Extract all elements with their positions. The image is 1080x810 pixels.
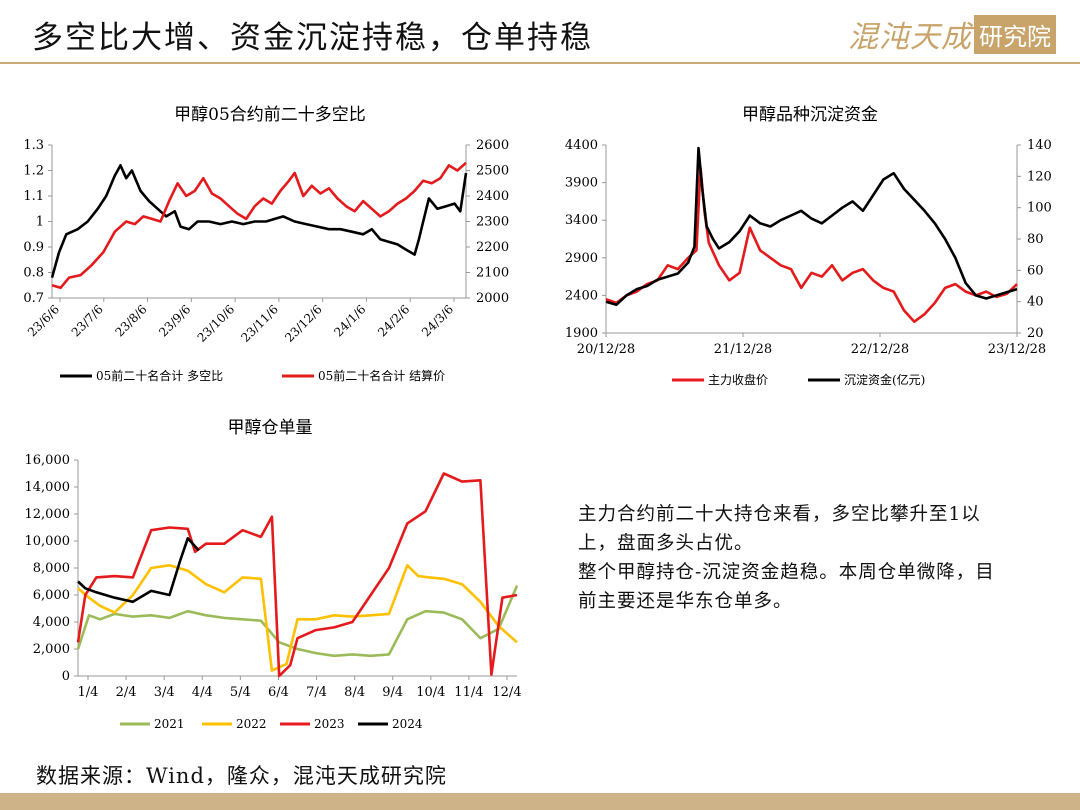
chart-title: 甲醇05合约前二十多空比 <box>174 105 366 125</box>
y-right-tick-label: 2600 <box>476 138 509 153</box>
chart-sediment-funds: 甲醇品种沉淀资金 1900 2400 2900 3400 3900 4400 20 40 60 80… <box>540 90 1080 400</box>
chart-long-short-ratio: 甲醇05合约前二十多空比 0.7 0.8 0.9 1 1.1 1.2 1.3 2000 2100 2… <box>0 90 540 400</box>
series-line-2 <box>76 472 518 678</box>
x-tick-label: 23/10/6 <box>195 302 238 345</box>
x-tick-label: 21/12/28 <box>714 342 772 357</box>
y-tick-label: 12,000 <box>25 507 71 522</box>
x-tick-label: 24/3/6 <box>419 302 456 339</box>
y-tick-label: 4,000 <box>33 615 70 630</box>
x-tick-label: 23/12/28 <box>988 342 1046 357</box>
legend-label-1: 沉淀资金(亿元) <box>844 372 925 387</box>
x-tick-label: 22/12/28 <box>851 342 909 357</box>
legend-label-1: 05前二十名合计 结算价 <box>318 368 445 383</box>
commentary-paragraph-2: 整个甲醇持仓-沉淀资金趋稳。本周仓单微降，目前主要还是华东仓单多。 <box>578 562 995 612</box>
logo-box-text: 研究院 <box>974 14 1056 54</box>
y-tick-label: 0.7 <box>23 291 44 306</box>
x-tick-label: 24/2/6 <box>375 302 412 339</box>
series-line-1 <box>77 564 518 672</box>
x-tick-label: 12/4 <box>492 685 521 700</box>
y-right-tick-label: 2400 <box>476 189 509 204</box>
x-tick-label: 23/7/6 <box>69 302 106 339</box>
y-right-tick-label: 20 <box>1027 326 1044 341</box>
chart-title: 甲醇仓单量 <box>228 418 313 438</box>
legend-label-0: 主力收盘价 <box>708 372 768 387</box>
y-right-tick-label: 2000 <box>476 291 509 306</box>
x-tick-label: 23/6/6 <box>25 302 62 339</box>
y-tick-label: 14,000 <box>25 480 71 495</box>
x-tick-label: 23/9/6 <box>156 302 193 339</box>
y-right-tick-label: 80 <box>1027 232 1044 247</box>
y-right-tick-label: 2300 <box>476 215 509 230</box>
series-line-1 <box>605 146 1018 307</box>
data-source: 数据来源：Wind，隆众，混沌天成研究院 <box>36 764 447 788</box>
commentary-paragraph-1: 主力合约前二十大持仓来看，多空比攀升至1以上，盘面多头占优。 <box>578 504 981 554</box>
y-tick-label: 1.1 <box>23 189 44 204</box>
y-tick-label: 1 <box>36 215 44 230</box>
y-tick-label: 1.2 <box>23 164 44 179</box>
commentary-box: 主力合约前二十大持仓来看，多空比攀升至1以上，盘面多头占优。 整个甲醇持仓-沉淀… <box>578 500 998 616</box>
series-line-1 <box>51 161 467 290</box>
x-tick-label: 9/4 <box>382 685 403 700</box>
x-tick-label: 4/4 <box>192 685 213 700</box>
x-tick-label: 1/4 <box>78 685 99 700</box>
x-tick-label: 23/11/6 <box>238 302 281 345</box>
chart-svg: 甲醇仓单量 0 2,000 4,000 6,000 8,000 10,000 12,000 14… <box>25 418 522 731</box>
chart-title: 甲醇品种沉淀资金 <box>742 105 878 125</box>
y-tick-label: 2900 <box>565 251 598 266</box>
series-line-0 <box>76 585 519 658</box>
y-tick-label: 4400 <box>565 138 598 153</box>
x-tick-label: 23/12/6 <box>282 302 325 345</box>
x-tick-label: 2/4 <box>116 685 137 700</box>
y-right-tick-label: 140 <box>1027 138 1052 153</box>
y-right-tick-label: 2100 <box>476 266 509 281</box>
legend-label-2: 2023 <box>314 717 345 731</box>
legend-label-3: 2024 <box>392 717 423 731</box>
x-tick-label: 6/4 <box>268 685 289 700</box>
x-tick-label: 20/12/28 <box>577 342 635 357</box>
y-right-tick-label: 120 <box>1027 169 1052 184</box>
y-tick-label: 10,000 <box>25 534 71 549</box>
x-tick-label: 5/4 <box>230 685 251 700</box>
y-tick-label: 16,000 <box>25 453 71 468</box>
x-tick-label: 24/1/6 <box>331 302 368 339</box>
y-tick-label: 2400 <box>565 288 598 303</box>
logo-main-text: 混沌天成 <box>848 20 972 55</box>
series-line-3 <box>77 537 200 604</box>
y-tick-label: 2,000 <box>33 642 70 657</box>
chart-svg: 甲醇品种沉淀资金 1900 2400 2900 3400 3900 4400 20 40 60 80… <box>565 105 1052 387</box>
legend-label-0: 2021 <box>154 717 185 731</box>
x-tick-label: 10/4 <box>416 685 445 700</box>
y-tick-label: 0 <box>62 669 70 684</box>
brand-logo: 混沌天成 研究院 <box>848 14 1056 55</box>
y-right-tick-label: 40 <box>1027 295 1044 310</box>
x-tick-label: 11/4 <box>454 685 483 700</box>
chart-warehouse-receipts: 甲醇仓单量 0 2,000 4,000 6,000 8,000 10,000 12,000 14… <box>0 405 540 745</box>
y-tick-label: 0.9 <box>23 240 44 255</box>
y-tick-label: 8,000 <box>33 561 70 576</box>
y-tick-label: 1.3 <box>23 138 44 153</box>
y-right-tick-label: 60 <box>1027 263 1044 278</box>
y-right-tick-label: 2500 <box>476 164 509 179</box>
y-right-tick-label: 2200 <box>476 240 509 255</box>
legend-label-1: 2022 <box>236 717 267 731</box>
y-tick-label: 3400 <box>565 213 598 228</box>
y-right-tick-label: 100 <box>1027 201 1052 216</box>
y-tick-label: 6,000 <box>33 588 70 603</box>
x-tick-label: 3/4 <box>154 685 175 700</box>
legend-label-0: 05前二十名合计 多空比 <box>96 368 223 383</box>
footer-bar <box>0 793 1080 810</box>
chart-svg: 甲醇05合约前二十多空比 0.7 0.8 0.9 1 1.1 1.2 1.3 2000 2100 2… <box>23 105 509 383</box>
series-line-0 <box>50 164 468 278</box>
series-line-0 <box>605 166 1018 323</box>
y-tick-label: 3900 <box>565 176 598 191</box>
slide-title: 多空比大增、资金沉淀持稳，仓单持稳 <box>32 20 593 56</box>
header-divider <box>0 62 1080 64</box>
x-tick-label: 7/4 <box>306 685 327 700</box>
y-tick-label: 1900 <box>565 326 598 341</box>
x-tick-label: 23/8/6 <box>112 302 149 339</box>
y-tick-label: 0.8 <box>23 266 44 281</box>
x-tick-label: 8/4 <box>344 685 365 700</box>
